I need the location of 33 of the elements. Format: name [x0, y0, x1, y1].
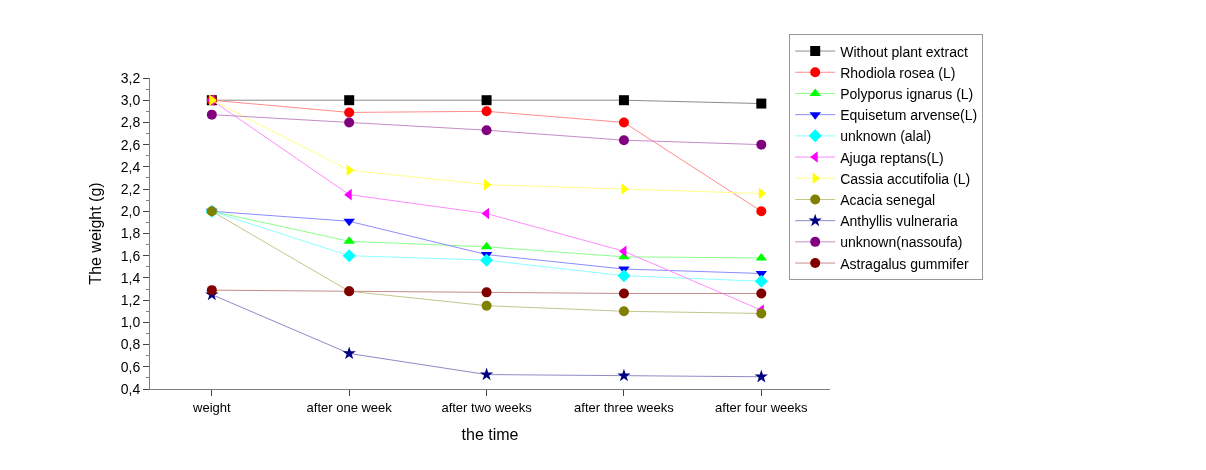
y-tick-label: 2,6	[120, 136, 141, 153]
y-tick-label: 2,8	[120, 114, 141, 131]
x-tick-label: after one week	[306, 399, 393, 415]
legend-label: Ajuga reptans(L)	[840, 149, 944, 166]
legend-label: Cassia accutifolia (L)	[840, 170, 971, 187]
y-tick-label: 0,8	[120, 336, 141, 353]
legend-label: Anthyllis vulneraria	[840, 213, 958, 230]
legend-label: Rhodiola rosea (L)	[840, 64, 956, 81]
y-tick-label: 3,0	[120, 92, 141, 109]
x-tick-label: after two weeks	[441, 399, 533, 415]
y-tick-label: 2,2	[120, 180, 141, 197]
legend-label: Astragalus gummifer	[840, 255, 969, 272]
y-axis-title: The weight (g)	[86, 182, 104, 285]
legend-label: Without plant extract	[840, 43, 968, 60]
x-axis-title: the time	[461, 426, 519, 444]
y-tick-label: 1,6	[120, 247, 141, 264]
legend-label: Acacia senegal	[840, 191, 936, 208]
y-tick-label: 2,0	[120, 203, 141, 220]
y-tick-label: 0,4	[120, 380, 141, 397]
y-tick-label: 0,6	[120, 358, 141, 375]
y-tick-label: 2,4	[120, 158, 141, 175]
y-tick-label: 3,2	[120, 69, 141, 86]
legend-label: unknown (alal)	[840, 128, 932, 145]
legend-label: Polyporus ignarus (L)	[840, 85, 974, 102]
x-tick-label: after three weeks	[574, 399, 675, 415]
y-tick-label: 1,8	[120, 225, 141, 242]
x-tick-label: weight	[192, 399, 231, 415]
y-tick-label: 1,0	[120, 314, 141, 331]
legend-label: unknown(nassoufa)	[840, 234, 963, 251]
x-tick-label: after four weeks	[715, 399, 809, 415]
y-tick-label: 1,4	[120, 269, 141, 286]
y-tick-label: 1,2	[120, 292, 141, 309]
legend-label: Equisetum arvense(L)	[840, 107, 978, 124]
